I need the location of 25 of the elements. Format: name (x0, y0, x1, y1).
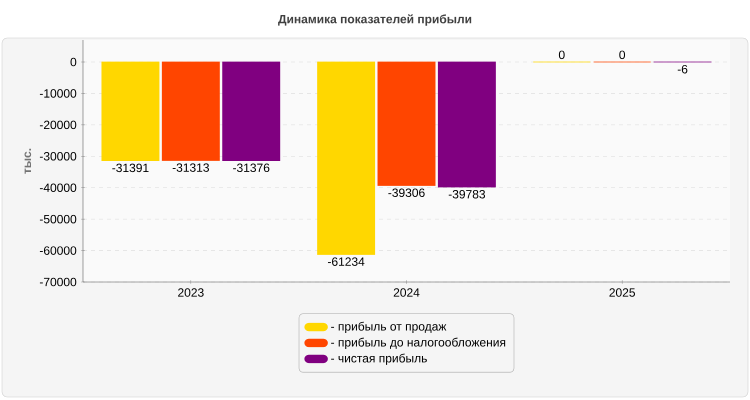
chart-title: Динамика показателей прибыли (278, 14, 472, 26)
legend-label: - прибыль от продаж (331, 322, 446, 334)
data-label: -39306 (388, 188, 425, 197)
data-label: -31391 (112, 164, 149, 172)
x-tick-label: 2025 (609, 288, 636, 297)
y-tick-label: -10000 (40, 89, 76, 98)
data-label: 0 (619, 50, 626, 60)
data-label: 0 (558, 50, 565, 60)
legend-label: - прибыль до налогообложения (331, 338, 506, 349)
data-label: -31376 (233, 164, 270, 172)
y-tick-label: -70000 (40, 278, 76, 286)
y-axis-title: тыс. (24, 148, 32, 174)
y-tick-label: -50000 (40, 214, 76, 224)
y-tick-label: -40000 (40, 183, 76, 192)
data-label: -6 (678, 64, 688, 74)
y-tick-label: -60000 (40, 246, 76, 255)
data-label: -31313 (172, 163, 209, 172)
data-label: -61234 (328, 257, 364, 266)
y-tick-label: -20000 (40, 120, 76, 130)
y-tick-label: -30000 (40, 152, 76, 161)
data-label: -39783 (448, 190, 486, 198)
x-tick-label: 2024 (394, 288, 420, 297)
x-tick-label: 2023 (178, 288, 204, 297)
y-tick-label: 0 (70, 58, 76, 66)
legend-label: - чистая прибыль (331, 354, 427, 365)
